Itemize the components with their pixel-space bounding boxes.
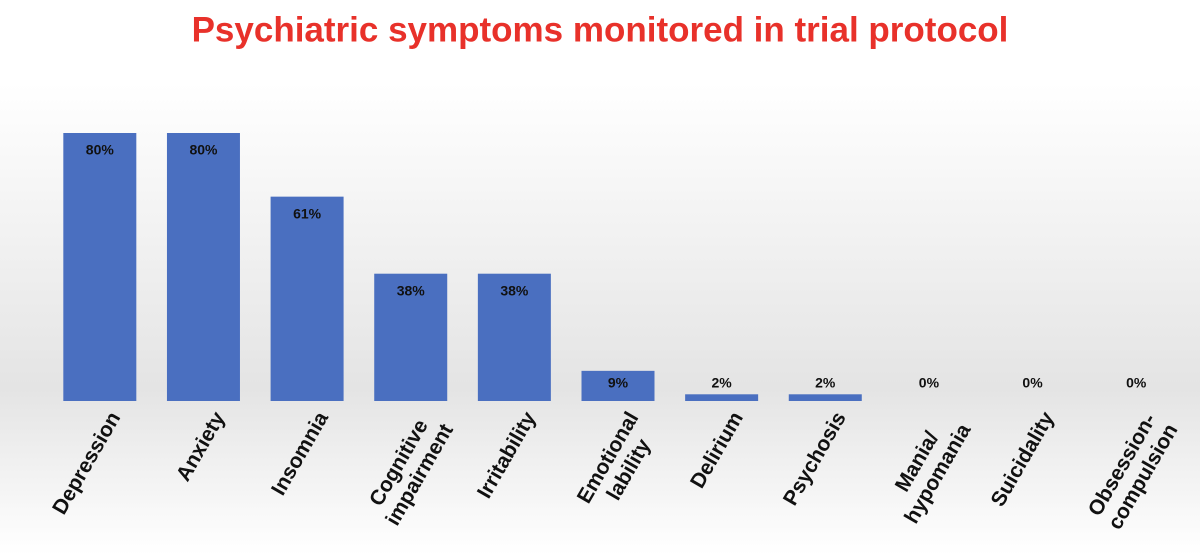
value-label: 9% <box>608 375 629 391</box>
value-label: 38% <box>500 282 529 298</box>
chart-title: Psychiatric symptoms monitored in trial … <box>192 10 1009 49</box>
bar <box>63 133 137 401</box>
bar <box>477 273 551 401</box>
value-label: 80% <box>189 142 218 158</box>
bar <box>270 196 344 401</box>
bar <box>374 273 448 401</box>
bar <box>166 133 240 401</box>
value-label: 0% <box>919 375 940 391</box>
bar <box>788 394 862 401</box>
bar <box>685 394 759 401</box>
value-label: 2% <box>712 375 733 391</box>
value-label: 80% <box>86 142 115 158</box>
value-label: 0% <box>1126 375 1147 391</box>
value-label: 0% <box>1022 375 1043 391</box>
value-label: 61% <box>293 205 322 221</box>
bar <box>581 370 655 401</box>
value-label: 2% <box>815 375 836 391</box>
value-label: 38% <box>397 282 426 298</box>
